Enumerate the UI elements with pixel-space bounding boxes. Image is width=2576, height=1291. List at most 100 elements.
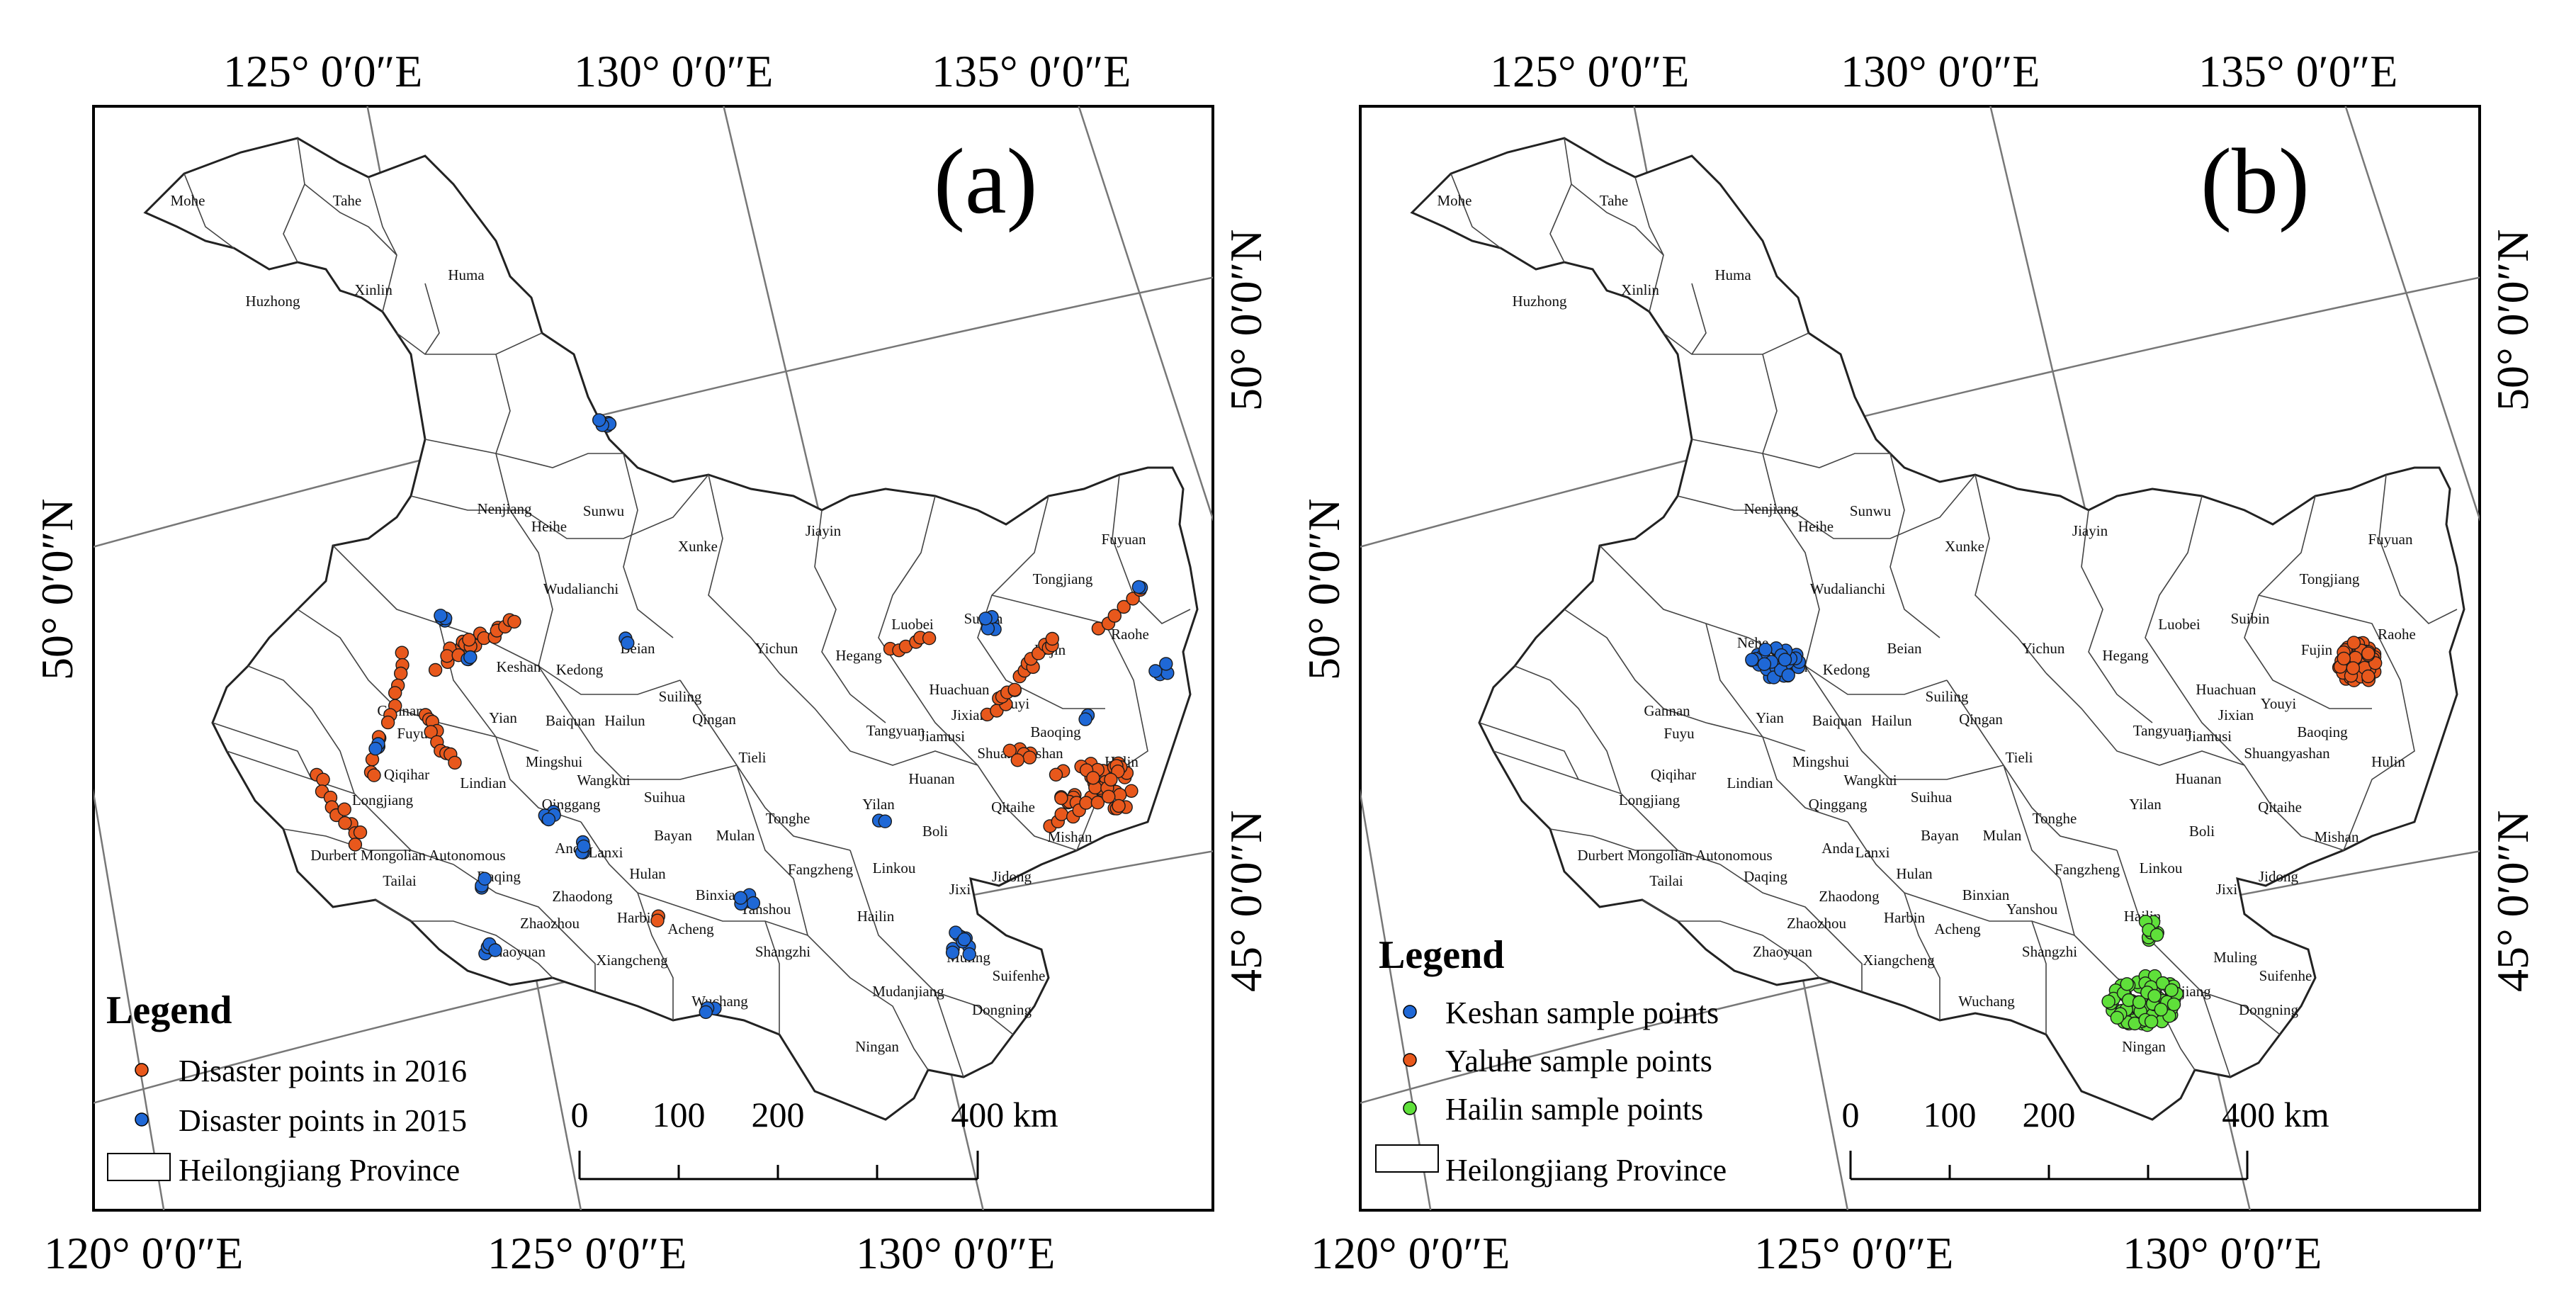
map-point xyxy=(1104,772,1118,787)
county-label: Jiamusi xyxy=(2186,728,2232,745)
legend: Legend Disaster points in 2016 Disaster … xyxy=(106,988,467,1188)
legend-item-province: Heilongjiang Province xyxy=(179,1153,460,1188)
lon-label-top-135: 135° 0′0″E xyxy=(932,46,1131,96)
county-label: Nenjiang xyxy=(478,500,532,517)
county-label: Dongning xyxy=(2239,1001,2299,1018)
county-label: Huachuan xyxy=(929,681,990,698)
map-point xyxy=(338,816,352,830)
map-point xyxy=(2120,977,2134,991)
county-label: Wuchang xyxy=(1958,993,2015,1010)
lat-label-right-50: 50° 0′0″N xyxy=(1221,230,1271,411)
county-label: Bayan xyxy=(654,827,692,844)
map-point xyxy=(978,611,993,626)
county-label: Suibin xyxy=(2231,610,2270,627)
county-label: Hulan xyxy=(629,865,666,882)
county-label: Heihe xyxy=(1798,518,1834,535)
coordinate-labels: 125° 0′0″E 130° 0′0″E 135° 0′0″E 120° 0′… xyxy=(1299,46,2538,1278)
legend-item-keshan: Keshan sample points xyxy=(1445,996,1719,1030)
map-point xyxy=(1002,743,1017,758)
county-label: Huma xyxy=(1714,266,1751,283)
map-point xyxy=(507,614,521,629)
legend-item-2015: Disaster points in 2015 xyxy=(179,1103,467,1138)
map-point xyxy=(621,636,635,650)
county-label: Qingan xyxy=(1959,711,2003,728)
county-label: Tahe xyxy=(1600,192,1629,209)
county-label: Qiqihar xyxy=(1651,766,1696,783)
lon-label-top-130: 130° 0′0″E xyxy=(574,46,773,96)
county-label: Qitaihe xyxy=(991,799,1035,816)
county-label: Ningan xyxy=(2122,1038,2166,1055)
county-label: Luobei xyxy=(2158,616,2201,633)
map-point xyxy=(368,741,383,756)
county-label: Hailun xyxy=(1871,712,1912,729)
map-point xyxy=(2110,1010,2125,1025)
map-point xyxy=(945,945,960,960)
map-point xyxy=(388,686,402,700)
county-label: Heihe xyxy=(531,518,567,535)
map-point xyxy=(462,633,476,647)
county-label: Daqing xyxy=(1744,868,1787,885)
county-label: Lindian xyxy=(1727,774,1773,791)
county-label: Suifenhe xyxy=(2259,967,2312,984)
lat-label-left-50: 50° 0′0″N xyxy=(32,499,82,680)
map-point xyxy=(448,755,462,770)
map-point xyxy=(424,725,438,739)
lat-label-right-45: 45° 0′0″N xyxy=(1221,811,1271,992)
county-label: Tongjiang xyxy=(1033,570,1093,587)
county-label: Luobei xyxy=(891,616,934,633)
map-point xyxy=(1778,653,1792,667)
county-label: Durbert Mongolian Autonomous xyxy=(310,847,505,864)
county-label: Suiling xyxy=(659,688,702,705)
map-point xyxy=(367,768,381,782)
county-label: Huzhong xyxy=(1513,293,1567,310)
disaster-points xyxy=(310,413,1175,1020)
county-label: Tongjiang xyxy=(2300,570,2360,587)
lat-label-left-50: 50° 0′0″N xyxy=(1299,499,1349,680)
map-point xyxy=(2154,1003,2169,1017)
map-point xyxy=(380,715,395,730)
lon-label-bottom-125: 125° 0′0″E xyxy=(1754,1228,1953,1278)
county-label: Yilan xyxy=(862,796,895,813)
legend-swatch-keshan xyxy=(1403,1005,1417,1019)
county-label: Xunke xyxy=(678,538,718,555)
map-point xyxy=(2147,988,2162,1003)
county-label: Fuyu xyxy=(1663,725,1695,742)
county-label: Shangzhi xyxy=(2022,943,2077,960)
county-label: Tangyuan xyxy=(2133,722,2192,739)
map-point xyxy=(1117,599,1131,614)
map-point xyxy=(592,413,606,427)
lon-label-bottom-120: 120° 0′0″E xyxy=(1311,1228,1510,1278)
county-label: Bayan xyxy=(1921,827,1959,844)
county-label: Qinggang xyxy=(1809,796,1868,813)
county-label: Fangzheng xyxy=(2055,861,2120,878)
county-label: Xiangcheng xyxy=(1863,952,1935,969)
county-label: Hulin xyxy=(2371,753,2405,770)
map-point xyxy=(1079,796,1093,810)
map-point xyxy=(1781,668,1795,682)
legend-swatch-yaluhe xyxy=(1403,1053,1417,1067)
county-label: Baoqing xyxy=(2297,723,2348,740)
county-label: Ningan xyxy=(855,1038,899,1055)
county-label: Fuyu xyxy=(397,725,428,742)
sample-points xyxy=(1745,636,2383,1032)
map-point xyxy=(348,838,363,852)
county-label: Hulan xyxy=(1896,865,1933,882)
county-label: Longjiang xyxy=(352,791,414,808)
county-label: Qitaihe xyxy=(2258,799,2302,816)
legend-swatch-province xyxy=(107,1153,171,1181)
county-label: Durbert Mongolian Autonomous xyxy=(1577,847,1772,864)
county-label: Lanxi xyxy=(1855,844,1890,861)
county-label: Suihua xyxy=(1911,789,1953,806)
county-label: Yian xyxy=(1756,709,1784,726)
map-point xyxy=(2361,669,2376,684)
map-point xyxy=(488,943,502,957)
county-label: Yian xyxy=(489,709,517,726)
scale-label-100: 100 xyxy=(1923,1095,1977,1134)
scale-bar: 0 100 200 400 km xyxy=(1842,1095,2329,1180)
county-label: Zhaodong xyxy=(552,888,613,905)
county-label: Tailai xyxy=(1649,872,1683,889)
lon-label-bottom-125: 125° 0′0″E xyxy=(487,1228,687,1278)
county-label: Zhaoyuan xyxy=(1753,943,1812,960)
